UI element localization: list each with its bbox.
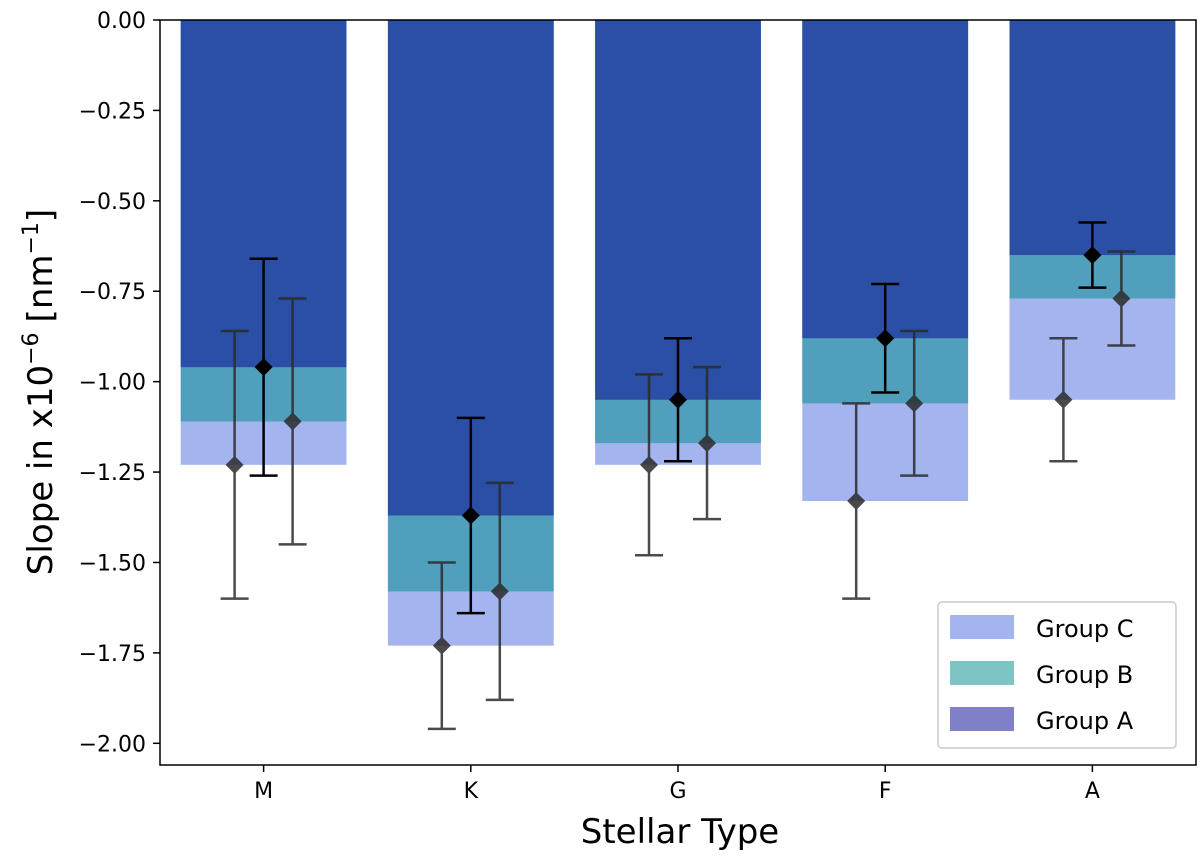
y-tick-label: −1.00 — [79, 371, 146, 396]
y-axis-title-main: Slope in x10 — [21, 365, 61, 575]
errorbar-group-a-a — [1078, 221, 1107, 289]
legend-label-group-b: Group B — [1036, 661, 1133, 689]
y-tick-label: −1.50 — [79, 551, 146, 576]
point-marker-group-b-g — [698, 434, 716, 453]
legend-label-group-c: Group C — [1036, 615, 1133, 643]
errorbar-group-b-k — [485, 481, 514, 702]
bars-layer — [180, 20, 1176, 646]
errorbar-group-c-a — [1049, 337, 1078, 463]
legend-swatch-group-c — [950, 615, 1014, 639]
point-marker-group-c-k — [432, 636, 451, 655]
y-tick-label: −0.50 — [79, 190, 146, 215]
y-tick-label: 0.00 — [97, 9, 146, 34]
y-axis-title-unit-close: ] — [21, 209, 61, 222]
point-marker-group-c-m — [225, 455, 244, 474]
point-marker-group-a-a — [1083, 246, 1102, 265]
x-tick-label-f: F — [879, 779, 892, 804]
point-marker-group-b-f — [905, 394, 924, 413]
bar-group-a-g — [595, 20, 761, 400]
x-tick-label-g: G — [669, 779, 686, 804]
errorbar-group-b-f — [900, 329, 929, 477]
errorbar-group-a-f — [871, 282, 900, 394]
y-axis-title-unit-exponent: −1 — [19, 222, 44, 254]
bar-group-a-a — [1009, 20, 1176, 256]
x-tick-label-a: A — [1085, 779, 1100, 804]
y-tick-label: −1.25 — [79, 461, 146, 486]
y-axis-title-exponent: −6 — [19, 332, 44, 364]
axes-layer: 0.00 −0.25 −0.50 −0.75 −1.00 −1.25 −1.50 −1.75 −… — [79, 9, 1197, 804]
errorbar-group-c-f — [842, 402, 871, 600]
errorbar-group-c-m — [220, 329, 249, 600]
legend-swatch-group-a — [950, 707, 1014, 731]
y-tick-label: −0.25 — [79, 99, 146, 124]
point-marker-group-a-g — [669, 390, 687, 409]
legend-swatch-group-b — [950, 661, 1014, 685]
y-tick-label: −0.75 — [79, 280, 146, 305]
y-tick-label: −1.75 — [79, 642, 146, 667]
point-marker-group-c-f — [847, 491, 866, 510]
x-tick-label-k: K — [464, 779, 479, 804]
point-marker-group-a-m — [254, 358, 273, 377]
legend: Group C Group B Group A — [937, 601, 1177, 749]
y-axis-title: Slope in x10−6 [nm−1] — [19, 209, 61, 575]
errorbar-group-b-m — [278, 297, 307, 546]
errorbar-group-a-g — [664, 337, 692, 463]
errorbar-group-c-g — [635, 373, 663, 557]
point-marker-group-c-g — [640, 455, 658, 474]
y-axis-title-unit: [nm — [21, 255, 61, 323]
y-tick-label: −2.00 — [79, 732, 146, 757]
point-marker-group-a-k — [461, 506, 480, 525]
errorbar-group-a-m — [249, 257, 278, 477]
legend-label-group-a: Group A — [1036, 707, 1134, 735]
point-marker-group-b-m — [283, 412, 302, 431]
x-tick-label-m: M — [254, 779, 273, 804]
point-marker-group-b-k — [490, 582, 509, 601]
point-marker-group-a-f — [876, 329, 895, 348]
errorbar-group-a-k — [456, 416, 485, 615]
errorbars-layer — [220, 221, 1136, 731]
errorbar-group-b-a — [1107, 250, 1136, 347]
errorbar-group-c-k — [427, 561, 456, 731]
errorbar-group-b-g — [693, 365, 721, 521]
point-marker-group-c-a — [1054, 390, 1073, 409]
point-marker-group-b-a — [1112, 289, 1131, 308]
x-axis-title: Stellar Type — [581, 812, 779, 852]
